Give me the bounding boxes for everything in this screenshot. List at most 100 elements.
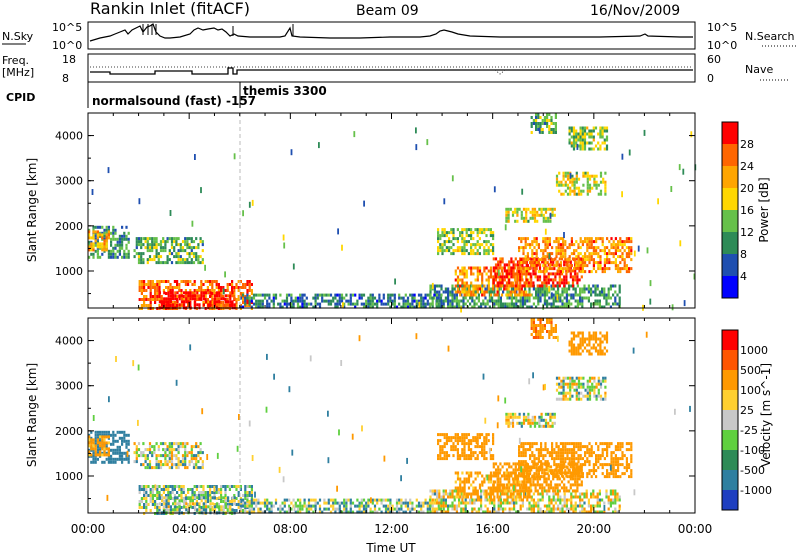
power-cell <box>517 305 520 309</box>
power-cell <box>557 290 560 294</box>
velocity-cell <box>121 454 124 458</box>
nsky-trace <box>89 23 693 42</box>
power-cell <box>110 237 113 241</box>
power-cell <box>194 294 197 298</box>
velocity-cell <box>483 480 486 484</box>
velocity-cell <box>162 463 165 467</box>
power-cell <box>599 264 602 268</box>
power-cell <box>588 255 591 259</box>
power-cell <box>518 293 521 297</box>
velocity-cell <box>252 510 256 514</box>
power-cell <box>200 187 202 194</box>
power-cell <box>463 228 466 232</box>
power-cell <box>550 119 553 122</box>
power-cell <box>568 255 571 259</box>
power-cell <box>206 298 209 301</box>
power-cell <box>586 186 589 190</box>
power-cell <box>140 246 143 250</box>
power-cell <box>194 303 197 307</box>
power-cell <box>155 243 158 247</box>
power-cell <box>545 278 548 282</box>
freq-tick-low: 8 <box>62 72 69 85</box>
power-cell <box>561 305 564 309</box>
velocity-cell <box>404 501 407 505</box>
power-cell <box>565 305 568 309</box>
power-cell <box>586 177 589 181</box>
power-cell <box>514 219 517 223</box>
power-cell <box>360 302 363 306</box>
velocity-cell <box>90 441 93 445</box>
velocity-cell <box>439 454 442 458</box>
velocity-cell <box>474 451 477 455</box>
velocity-cell <box>456 492 460 496</box>
power-cell <box>568 293 571 297</box>
power-cell <box>437 246 440 250</box>
power-cell <box>158 295 161 298</box>
velocity-cell <box>461 439 464 443</box>
power-cell <box>88 243 91 247</box>
velocity-cell <box>456 495 460 499</box>
velocity-cell <box>105 451 108 455</box>
velocity-cell <box>444 489 447 493</box>
power-cell <box>486 299 489 303</box>
velocity-cell <box>467 445 470 449</box>
velocity-cell <box>138 488 141 491</box>
power-cell <box>535 243 538 247</box>
power-cell <box>499 302 502 306</box>
velocity-cell <box>497 501 500 505</box>
velocity-cell <box>476 439 479 443</box>
velocity-cell <box>140 500 143 503</box>
power-cell <box>557 243 560 247</box>
velocity-cell <box>215 488 218 491</box>
power-cell <box>294 299 297 303</box>
power-cell <box>487 228 490 232</box>
velocity-cell <box>197 445 200 449</box>
power-cell <box>140 286 143 289</box>
velocity-cell <box>389 507 392 511</box>
power-colorbar-label: Power [dB] <box>757 177 771 242</box>
velocity-cell <box>497 507 500 511</box>
power-cell <box>456 275 460 279</box>
velocity-cell <box>536 480 539 484</box>
power-cell <box>413 305 416 309</box>
velocity-cell <box>92 451 95 455</box>
power-cell <box>519 275 522 279</box>
velocity-cell <box>270 501 273 505</box>
velocity-cell <box>463 492 466 496</box>
velocity-cell <box>345 504 348 508</box>
power-cell <box>497 263 500 267</box>
velocity-cell <box>559 510 562 514</box>
power-cell <box>555 246 558 250</box>
velocity-cell <box>439 433 442 437</box>
power-cell <box>529 210 532 214</box>
power-cell <box>678 164 681 171</box>
velocity-cell <box>492 433 495 437</box>
power-cell <box>491 290 494 294</box>
power-cell <box>561 302 564 306</box>
power-cell <box>250 299 253 303</box>
velocity-cell <box>456 451 459 455</box>
velocity-cell <box>96 441 99 445</box>
velocity-cell <box>138 503 141 506</box>
power-cell <box>504 224 507 231</box>
velocity-cell <box>503 486 506 490</box>
power-cell <box>581 138 584 142</box>
velocity-cell <box>246 494 249 497</box>
power-cell <box>181 258 185 262</box>
power-cell <box>553 264 556 268</box>
velocity-cell <box>88 433 91 437</box>
power-cell <box>127 252 130 256</box>
power-cell <box>485 228 488 232</box>
power-cell <box>215 286 218 289</box>
power-cell <box>420 299 423 303</box>
power-cell <box>509 290 512 294</box>
velocity-cell <box>521 480 524 484</box>
velocity-cell <box>299 504 302 508</box>
power-cell <box>571 284 575 288</box>
power-cell <box>540 207 543 211</box>
velocity-cell <box>439 439 442 443</box>
velocity-cell <box>165 496 168 500</box>
velocity-cell <box>338 501 341 505</box>
power-cell <box>542 258 545 262</box>
velocity-cell <box>211 508 214 512</box>
